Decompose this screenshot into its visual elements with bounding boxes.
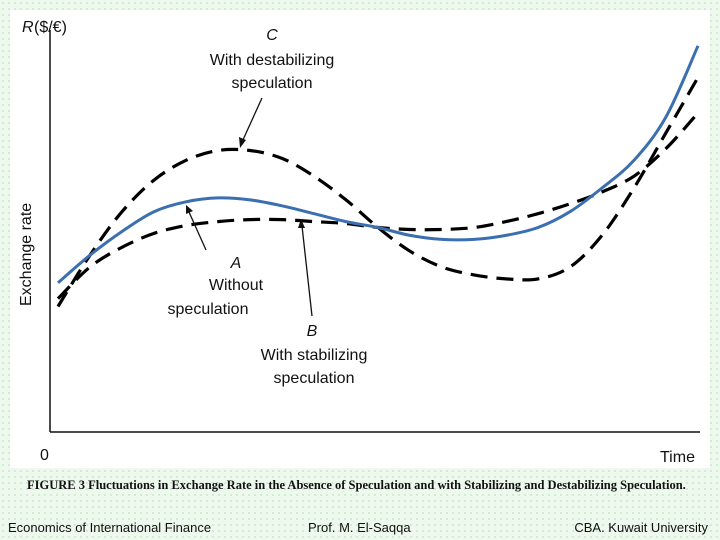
arrowhead-c <box>239 137 246 148</box>
label-b-line1: With stabilizing <box>261 347 368 364</box>
label-a-key: A <box>230 255 242 272</box>
footer-institution: CBA. Kuwait University <box>574 520 708 535</box>
arrow-b <box>301 225 313 317</box>
arrow-a <box>188 211 207 251</box>
label-b-key: B <box>307 323 318 340</box>
figure-panel: R ($/€) Exchange rate 0 Time C With dest… <box>10 10 710 468</box>
label-c-line1: With destabilizing <box>210 52 335 69</box>
label-a-line1: Without <box>209 277 264 294</box>
arrowhead-a <box>186 205 193 214</box>
curve-b-stabilizing <box>56 111 700 300</box>
y-axis-label: Exchange rate <box>18 203 35 306</box>
arrow-c <box>241 97 263 143</box>
exchange-rate-chart: R ($/€) Exchange rate 0 Time C With dest… <box>18 19 700 466</box>
label-b-line2: speculation <box>274 370 355 387</box>
y-axis-symbol: R <box>22 19 34 36</box>
footer-author: Prof. M. El-Saqqa <box>308 520 411 535</box>
curve-a-without-speculation <box>57 45 700 284</box>
origin-label: 0 <box>40 447 49 464</box>
label-a-line2: speculation <box>168 301 249 318</box>
figure-caption: FIGURE 3 Fluctuations in Exchange Rate i… <box>27 478 686 492</box>
curve-c-destabilizing <box>56 76 700 308</box>
footer-bar: Economics of International Finance Prof.… <box>0 514 720 540</box>
label-c-key: C <box>266 27 278 44</box>
arrowhead-b <box>298 219 305 228</box>
y-axis-unit: ($/€) <box>34 19 67 36</box>
label-c-line2: speculation <box>232 75 313 92</box>
footer-course: Economics of International Finance <box>8 520 212 535</box>
x-axis-label: Time <box>660 449 695 466</box>
